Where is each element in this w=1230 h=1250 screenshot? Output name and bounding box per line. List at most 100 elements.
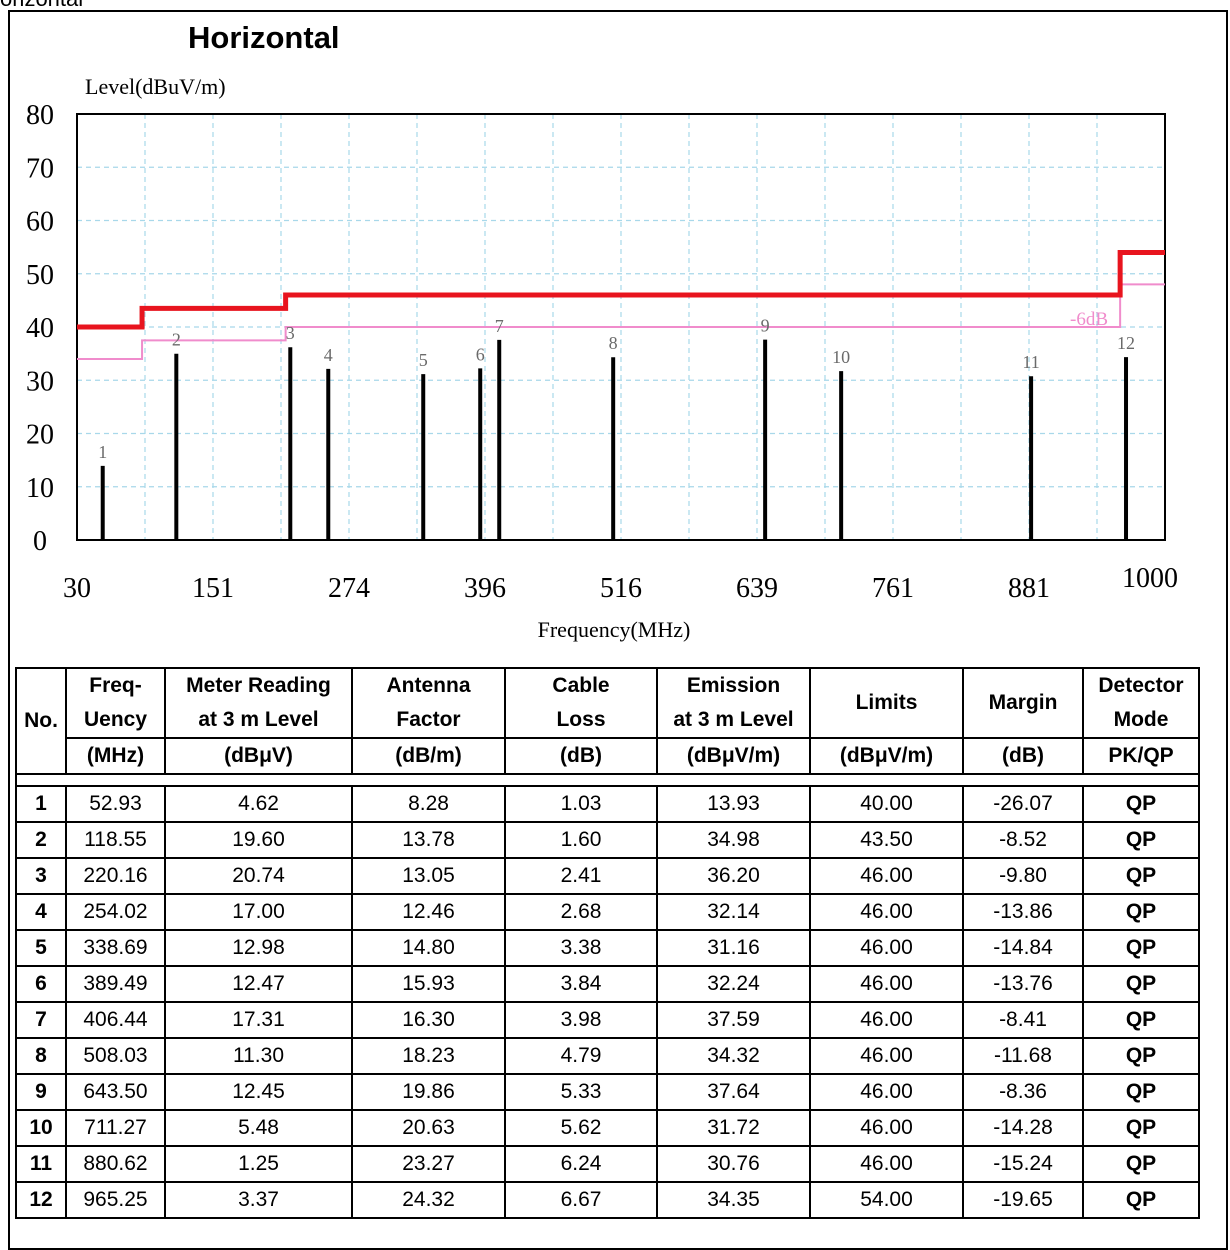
table-cell: 12.45 xyxy=(164,1073,353,1111)
x-tick-label: 639 xyxy=(736,573,778,604)
header-unit-cell: (MHz) xyxy=(65,737,166,775)
margin-line-label: -6dB xyxy=(1070,309,1108,330)
table-cell: 31.16 xyxy=(656,929,811,967)
table-cell: 24.32 xyxy=(351,1181,506,1219)
table-cell: -15.24 xyxy=(962,1145,1084,1183)
table-cell: -9.80 xyxy=(962,857,1084,895)
table-cell: 31.72 xyxy=(656,1109,811,1147)
table-cell: 20.63 xyxy=(351,1109,506,1147)
table-cell: 17.31 xyxy=(164,1001,353,1039)
table-cell: 6.67 xyxy=(504,1181,658,1219)
table-row: 2 118.55 19.60 13.78 1.60 34.98 43.50 -8.52 QP xyxy=(15,821,1200,859)
table-cell: QP xyxy=(1082,857,1200,895)
table-row: 7 406.44 17.31 16.30 3.98 37.59 46.00 -8.41 QP xyxy=(15,1001,1200,1039)
table-cell: 18.23 xyxy=(351,1037,506,1075)
header-cell: Freq- Uency xyxy=(65,667,166,739)
table-cell: 40.00 xyxy=(809,785,964,823)
header-cell: Emission at 3 m Level xyxy=(656,667,811,739)
table-cell: -26.07 xyxy=(962,785,1084,823)
table-cell: 4 xyxy=(15,893,67,931)
table-cell: 3.38 xyxy=(504,929,658,967)
table-cell: 406.44 xyxy=(65,1001,166,1039)
table-cell: QP xyxy=(1082,1109,1200,1147)
x-tick-label: 30 xyxy=(63,573,91,604)
table-row: 9 643.50 12.45 19.86 5.33 37.64 46.00 -8.36 QP xyxy=(15,1073,1200,1111)
table-cell: QP xyxy=(1082,1073,1200,1111)
header-unit-cell: (dBμV/m) xyxy=(809,737,964,775)
table-cell: 3.37 xyxy=(164,1181,353,1219)
table-cell: 46.00 xyxy=(809,1073,964,1111)
x-axis-ticks: 30 151 274 396 516 639 761 881 1000 xyxy=(63,563,1178,604)
header-unit-cell: (dBμV) xyxy=(164,737,353,775)
y-tick-label: 20 xyxy=(26,420,54,451)
table-cell: 13.05 xyxy=(351,857,506,895)
emission-data-table: No. Freq- Uency Meter Reading at 3 m Level An… xyxy=(15,667,1200,1219)
table-cell: 34.35 xyxy=(656,1181,811,1219)
x-tick-label: 1000 xyxy=(1122,563,1178,594)
table-cell: -13.86 xyxy=(962,893,1084,931)
y-axis-ticks: 0 10 20 30 40 50 60 70 80 xyxy=(26,100,54,557)
table-cell: 46.00 xyxy=(809,1145,964,1183)
table-cell: 1.60 xyxy=(504,821,658,859)
bar-label-6: 6 xyxy=(476,344,485,364)
bar-label-2: 2 xyxy=(172,330,181,350)
bar-label-9: 9 xyxy=(761,316,770,336)
bar-label-12: 12 xyxy=(1117,333,1135,353)
table-spacer xyxy=(15,773,1200,787)
table-cell: 5.62 xyxy=(504,1109,658,1147)
table-cell: -8.52 xyxy=(962,821,1084,859)
table-cell: 8 xyxy=(15,1037,67,1075)
table-cell: 37.64 xyxy=(656,1073,811,1111)
table-cell: 2.68 xyxy=(504,893,658,931)
y-tick-label: 50 xyxy=(26,260,54,291)
table-cell: 30.76 xyxy=(656,1145,811,1183)
table-cell: 7 xyxy=(15,1001,67,1039)
table-cell: 46.00 xyxy=(809,929,964,967)
table-cell: 17.00 xyxy=(164,893,353,931)
table-cell: QP xyxy=(1082,785,1200,823)
table-cell: -8.41 xyxy=(962,1001,1084,1039)
table-cell: 711.27 xyxy=(65,1109,166,1147)
table-cell: -19.65 xyxy=(962,1181,1084,1219)
table-cell: 12.47 xyxy=(164,965,353,1003)
table-cell: 52.93 xyxy=(65,785,166,823)
table-cell: 3.98 xyxy=(504,1001,658,1039)
x-tick-label: 516 xyxy=(600,573,642,604)
bar-label-1: 1 xyxy=(98,442,107,462)
table-row: 6 389.49 12.47 15.93 3.84 32.24 46.00 -13.76 QP xyxy=(15,965,1200,1003)
table-cell: 37.59 xyxy=(656,1001,811,1039)
bar-label-4: 4 xyxy=(324,345,333,365)
header-cell: No. xyxy=(15,667,67,775)
table-cell: 11.30 xyxy=(164,1037,353,1075)
table-cell: 6.24 xyxy=(504,1145,658,1183)
y-tick-label: 40 xyxy=(26,313,54,344)
table-cell: 643.50 xyxy=(65,1073,166,1111)
table-cell: 389.49 xyxy=(65,965,166,1003)
table-row: 8 508.03 11.30 18.23 4.79 34.32 46.00 -11.68 QP xyxy=(15,1037,1200,1075)
table-cell: 1.25 xyxy=(164,1145,353,1183)
table-cell: 20.74 xyxy=(164,857,353,895)
y-tick-label: 60 xyxy=(26,207,54,238)
table-cell: 46.00 xyxy=(809,965,964,1003)
header-cell: Antenna Factor xyxy=(351,667,506,739)
header-unit-cell: PK/QP xyxy=(1082,737,1200,775)
table-cell: 23.27 xyxy=(351,1145,506,1183)
table-cell: 220.16 xyxy=(65,857,166,895)
table-cell: 5.48 xyxy=(164,1109,353,1147)
bar-label-8: 8 xyxy=(609,333,618,353)
table-cell: 54.00 xyxy=(809,1181,964,1219)
table-cell: 5 xyxy=(15,929,67,967)
header-unit-cell: (dB/m) xyxy=(351,737,506,775)
x-tick-label: 761 xyxy=(872,573,914,604)
header-cell: Margin xyxy=(962,667,1084,739)
table-cell: QP xyxy=(1082,965,1200,1003)
table-row: 5 338.69 12.98 14.80 3.38 31.16 46.00 -14.84 QP xyxy=(15,929,1200,967)
table-cell: 2 xyxy=(15,821,67,859)
table-cell: QP xyxy=(1082,1001,1200,1039)
table-cell: 34.98 xyxy=(656,821,811,859)
table-cell: -13.76 xyxy=(962,965,1084,1003)
table-cell: 2.41 xyxy=(504,857,658,895)
table-cell: 14.80 xyxy=(351,929,506,967)
table-cell: 13.93 xyxy=(656,785,811,823)
